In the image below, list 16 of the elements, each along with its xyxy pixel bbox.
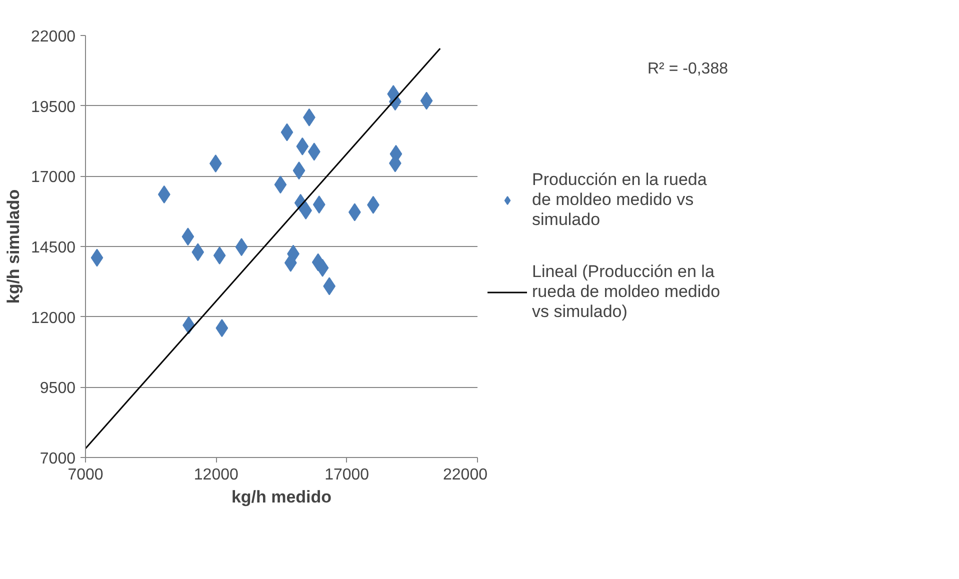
- text: R² = -0,388: [648, 60, 728, 78]
- y-axis-title: kg/h simulado: [4, 189, 24, 304]
- y-tick-label: 22000: [31, 28, 76, 46]
- x-tick-label: 17000: [324, 466, 370, 484]
- y-tick-label: 9500: [40, 380, 76, 398]
- y-tick-label: 19500: [31, 98, 76, 116]
- x-axis-title: kg/h medido: [231, 488, 332, 506]
- legend-label: Lineal (Producción en la rueda de moldeo medido vs simulado): [532, 261, 720, 323]
- y-tick-label: 14500: [31, 240, 76, 256]
- x-tick-label: 22000: [443, 466, 488, 484]
- y-tick-label: 12000: [31, 310, 76, 327]
- x-tick-label: 12000: [194, 466, 239, 484]
- y-tick-label: 7000: [40, 450, 76, 468]
- x-tick-label: 7000: [68, 466, 104, 484]
- legend-label: Producción en la rueda de moldeo medido vs simulado: [532, 169, 707, 231]
- y-tick-label: 17000: [31, 169, 76, 186]
